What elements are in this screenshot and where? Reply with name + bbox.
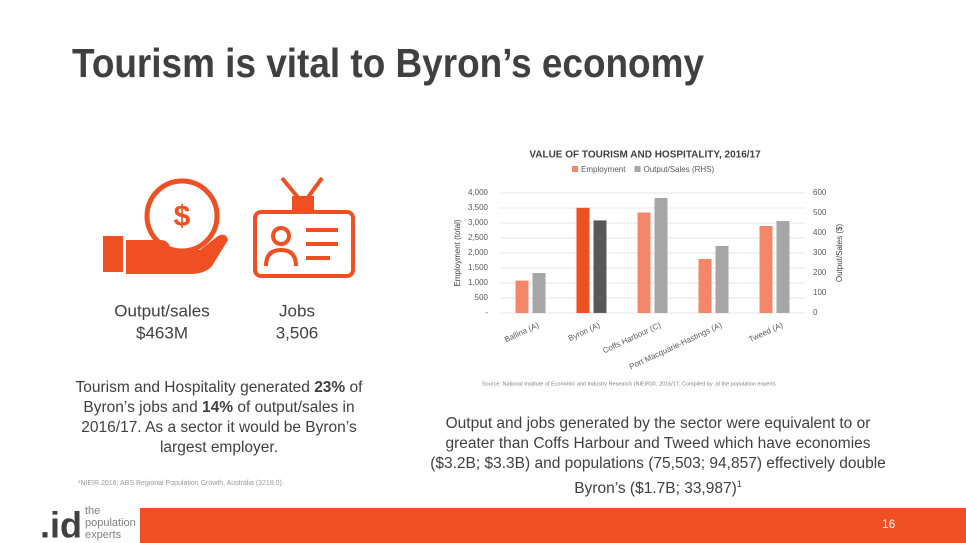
bar [515, 280, 529, 313]
footer-bar [140, 508, 966, 543]
y-tick-label: 4,000 [468, 188, 489, 197]
legend-swatch [634, 166, 641, 172]
y-tick-label: - [485, 308, 488, 317]
bar [593, 220, 607, 313]
footnote: ¹NIEIR 2016; ABS Regional Population Gro… [78, 480, 284, 487]
chart-title: VALUE OF TOURISM AND HOSPITALITY, 2016/1… [529, 150, 761, 161]
y2-tick-label: 100 [813, 288, 827, 297]
legend-swatch [572, 166, 578, 172]
page-number: 16 [882, 517, 896, 531]
bar [759, 226, 773, 313]
text-run: 14% [202, 399, 234, 416]
y2-tick-label: 300 [813, 248, 827, 257]
bar [576, 207, 590, 313]
x-tick-label: Byron (A) [567, 320, 602, 343]
y-tick-label: 3,500 [468, 203, 489, 212]
bar [654, 198, 668, 313]
svg-text:$: $ [174, 200, 191, 233]
badge-icon [253, 176, 355, 278]
text-run: Tourism and Hospitality generated [75, 379, 315, 396]
legend-label: Employment [581, 165, 626, 174]
y2-tick-label: 600 [813, 188, 827, 197]
y-axis-title: Employment (total) [453, 219, 462, 286]
x-tick-label: Coffs Harbour (C) [601, 320, 662, 355]
chart-source: Source: National Institute of Economic a… [482, 380, 776, 387]
right-text: Output and jobs generated by the sector … [428, 414, 888, 499]
bar [532, 273, 546, 313]
x-tick-label: Ballina (A) [503, 320, 541, 344]
logo-text: experts [85, 529, 122, 541]
y-tick-label: 1,500 [468, 263, 489, 272]
y2-axis-title: Output/Sales ($) [835, 224, 844, 283]
kpi-value: $463M [136, 323, 188, 342]
logo-mark: .id [40, 505, 82, 543]
y-tick-label: 1,000 [468, 278, 489, 287]
y2-tick-label: 500 [813, 208, 827, 217]
y-tick-label: 500 [475, 293, 489, 302]
text-run: Output and jobs generated by the sector … [430, 415, 886, 498]
y2-tick-label: 200 [813, 268, 827, 277]
text-run: of Byron’s jobs and [83, 379, 363, 416]
y2-tick-label: 400 [813, 228, 827, 237]
money-icon: $ [103, 178, 228, 274]
bar [715, 246, 729, 313]
y2-tick-label: 0 [813, 308, 818, 317]
y-tick-label: 2,500 [468, 233, 489, 242]
y-tick-label: 2,000 [468, 248, 489, 257]
bar [776, 221, 790, 313]
logo-text: population [85, 517, 136, 529]
x-tick-label: Tweed (A) [747, 320, 784, 344]
text-run: of output/sales in 2016/17. As a sector … [81, 399, 357, 456]
logo-text: the [85, 505, 100, 517]
chart: VALUE OF TOURISM AND HOSPITALITY, 2016/1… [453, 150, 844, 388]
kpi-value: 3,506 [276, 323, 319, 342]
legend-label: Output/Sales (RHS) [643, 165, 714, 174]
y-tick-label: 3,000 [468, 218, 489, 227]
kpi-label: Output/sales [114, 301, 209, 320]
bar [637, 212, 651, 313]
left-text: Tourism and Hospitality generated 23% of… [60, 378, 378, 458]
bar [698, 259, 712, 313]
superscript: 1 [736, 479, 742, 489]
slide-title: Tourism is vital to Byron’s economy [72, 40, 704, 86]
kpi-label: Jobs [279, 301, 315, 320]
text-run: 23% [314, 379, 346, 396]
